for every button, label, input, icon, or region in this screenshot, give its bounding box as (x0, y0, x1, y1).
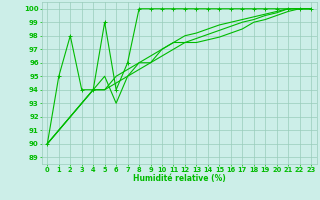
X-axis label: Humidité relative (%): Humidité relative (%) (133, 174, 226, 183)
